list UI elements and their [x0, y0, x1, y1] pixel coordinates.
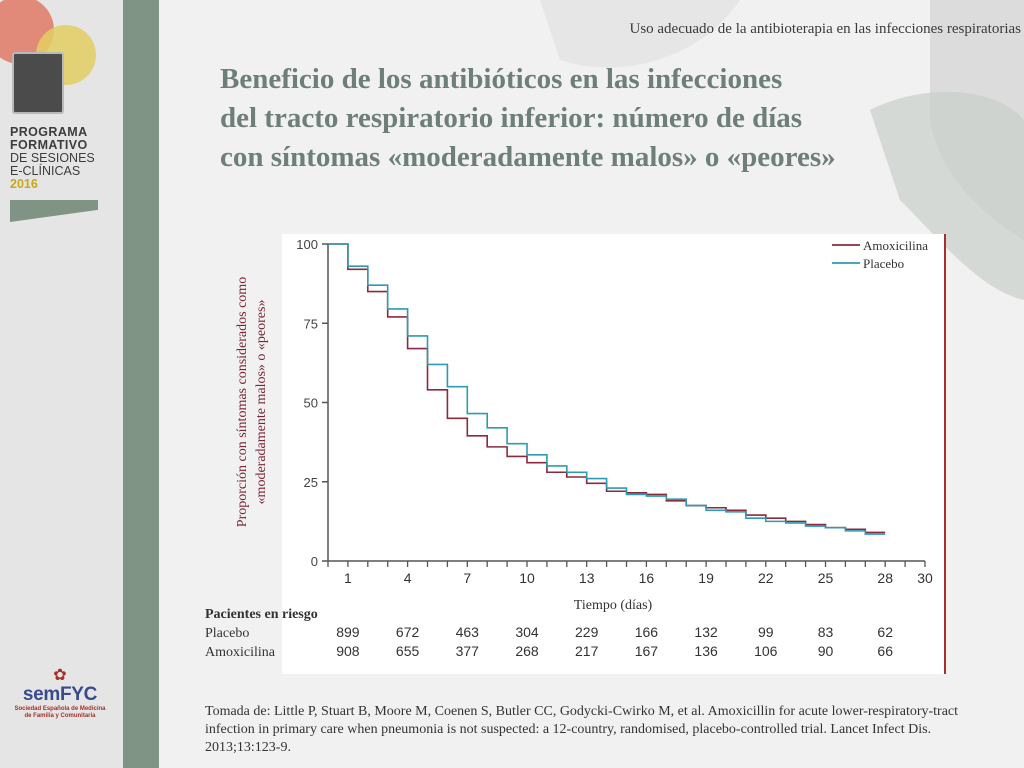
x-tick-label: 1: [344, 570, 352, 586]
program-label: PROGRAMA FORMATIVO DE SESIONES E-CLÍNICA…: [10, 126, 95, 191]
x-tick-label: 19: [698, 570, 714, 586]
plot-background: [282, 234, 944, 674]
accent-line: [944, 234, 946, 674]
risk-value: 167: [635, 643, 659, 659]
y-tick-label: 50: [304, 396, 318, 411]
semfyc-subtitle-2: de Familia y Comunitaria: [24, 713, 96, 719]
survival-chart: 0 25 50 75 100 1 4 7 10 13 16 19 22 25 28 30 Tiempo (día…: [205, 237, 933, 660]
slide-title-line-3: con síntomas «moderadamente malos» o «pe…: [220, 141, 836, 173]
x-axis-label: Tiempo (días): [574, 598, 653, 613]
program-line-3: DE SESIONES: [10, 151, 95, 165]
risk-value: 99: [758, 624, 774, 640]
semfyc-subtitle-1: Sociedad Española de Medicina: [14, 706, 106, 712]
risk-value: 672: [396, 624, 420, 640]
legend-label-placebo: Placebo: [863, 256, 904, 271]
x-tick-label: 25: [818, 570, 834, 586]
risk-value: 899: [336, 624, 360, 640]
risk-value: 66: [877, 643, 893, 659]
risk-value: 217: [575, 643, 599, 659]
program-year: 2016: [10, 177, 38, 191]
risk-value: 377: [456, 643, 480, 659]
x-tick-label: 13: [579, 570, 595, 586]
risk-value: 62: [877, 624, 893, 640]
semfyc-name: semFYC: [22, 684, 98, 705]
legend-label-amoxicilina: Amoxicilina: [863, 238, 928, 253]
risk-value: 106: [754, 643, 778, 659]
semfyc-emblem-icon: ✿: [53, 667, 67, 684]
risk-value: 268: [515, 643, 539, 659]
x-tick-label: 16: [639, 570, 655, 586]
risk-table-heading: Pacientes en riesgo: [205, 607, 318, 622]
y-axis-label-line: Proporción con síntomas considerados com…: [235, 277, 250, 527]
risk-value: 463: [456, 624, 480, 640]
x-tick-label: 30: [917, 570, 933, 586]
sidebar-background: [0, 0, 123, 768]
sidebar-stripe: [123, 0, 159, 768]
risk-value: 908: [336, 643, 360, 659]
series-line-amoxicilina: [328, 243, 886, 534]
y-axis-label-line: «moderadamente malos» o «peores»: [254, 300, 269, 505]
slide-title: Beneficio de los antibióticos en las inf…: [220, 60, 980, 177]
risk-value: 132: [694, 624, 718, 640]
risk-value: 136: [694, 643, 718, 659]
slide-title-line-1: Beneficio de los antibióticos en las inf…: [220, 63, 783, 95]
x-tick-label: 4: [404, 570, 412, 586]
y-tick-label: 75: [304, 316, 318, 331]
header-title: Uso adecuado de la antibioterapia en las…: [629, 21, 1021, 37]
y-axis-label: Proporción con síntomas considerados com…: [235, 277, 269, 527]
semfyc-logo: ✿ semFYC Sociedad Española de Medicina d…: [8, 668, 112, 720]
risk-value: 83: [818, 624, 834, 640]
citation: Tomada de: Little P, Stuart B, Moore M, …: [205, 704, 959, 755]
y-tick-label: 0: [311, 554, 318, 569]
x-tick-label: 22: [758, 570, 774, 586]
risk-value: 90: [818, 643, 834, 659]
risk-value: 166: [635, 624, 659, 640]
risk-row-label: Placebo: [205, 626, 249, 641]
y-tick-label: 25: [304, 475, 318, 490]
risk-value: 229: [575, 624, 599, 640]
x-tick-label: 10: [519, 570, 535, 586]
program-logo-icon: [12, 52, 64, 114]
series-line-placebo: [328, 243, 886, 535]
program-line-2: FORMATIVO: [10, 138, 88, 152]
risk-value: 655: [396, 643, 420, 659]
x-tick-label: 7: [463, 570, 471, 586]
risk-value: 304: [515, 624, 539, 640]
program-line-4: E-CLÍNICAS: [10, 164, 81, 178]
slide-title-line-2: del tracto respiratorio inferior: número…: [220, 102, 803, 134]
x-tick-label: 28: [877, 570, 893, 586]
program-line-1: PROGRAMA: [10, 125, 88, 139]
y-tick-label: 100: [296, 237, 318, 252]
risk-row-label: Amoxicilina: [205, 645, 276, 660]
